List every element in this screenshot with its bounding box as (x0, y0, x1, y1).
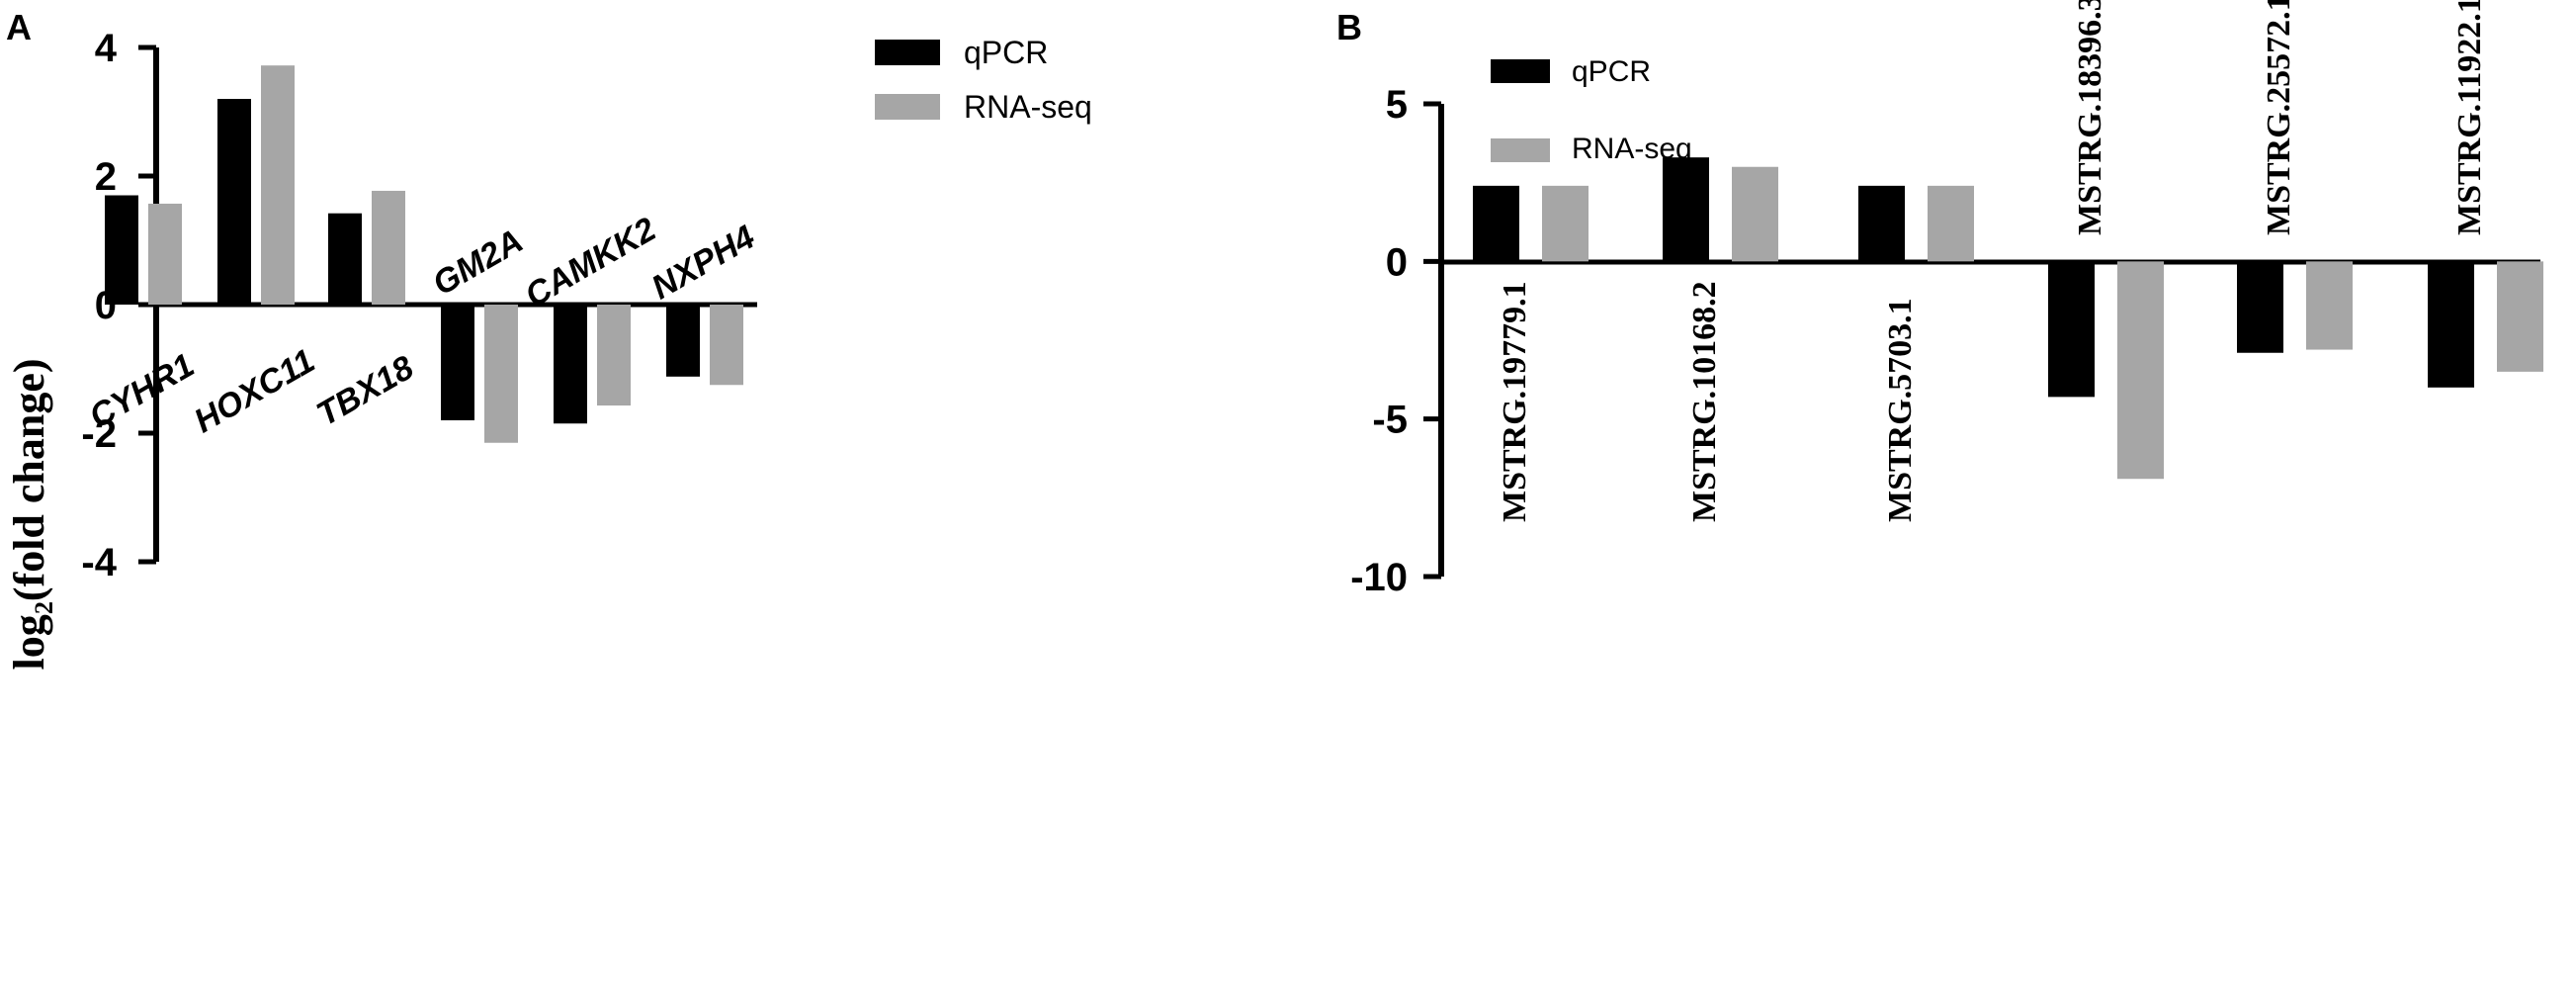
y-axis-label: log₂(fold change) (5, 358, 53, 670)
bar-rna-seq-nxph4 (710, 305, 743, 386)
legend: qPCR RNA-seq (1491, 55, 1692, 165)
y-tick-label: 2 (95, 155, 117, 199)
legend-label-qpcr: qPCR (1572, 55, 1651, 88)
legend-swatch-qpcr (875, 40, 940, 65)
legend: qPCR RNA-seq (875, 35, 1092, 125)
y-ticks: 5 0 -5 -10 (1350, 83, 1441, 599)
bar-rna-seq-mstrg-25572-1 (2306, 261, 2353, 350)
category-labels: MSTRG.19779.1 MSTRG.10168.2 MSTRG.5703.1 MS… (1497, 0, 2488, 522)
bar-qpcr-mstrg-18396-3 (2048, 261, 2095, 398)
legend-swatch-rnaseq (1491, 138, 1550, 162)
bar-rna-seq-cyhr1 (148, 203, 182, 305)
legend-label-rnaseq: RNA-seq (964, 89, 1092, 125)
bar-rna-seq-camkk2 (597, 305, 631, 406)
panel-label-b: B (1336, 7, 1362, 47)
bar-rna-seq-mstrg-5703-1 (1928, 185, 1974, 262)
bar-qpcr-cyhr1 (105, 195, 138, 305)
bar-qpcr-hoxc11 (217, 99, 251, 305)
legend-swatch-qpcr (1491, 59, 1550, 83)
y-tick-label: 5 (1386, 83, 1408, 127)
bars (1473, 157, 2543, 480)
y-ticks: 420-2-4 (81, 27, 156, 584)
category-label: MSTRG.25572.1 (2261, 0, 2297, 235)
bar-rna-seq-hoxc11 (261, 65, 295, 305)
legend-label-rnaseq: RNA-seq (1572, 133, 1692, 165)
y-tick-label: -4 (81, 541, 117, 584)
bar-rna-seq-mstrg-10168-2 (1732, 166, 1778, 262)
category-label: MSTRG.10168.2 (1686, 281, 1723, 522)
bar-rna-seq-gm2a (484, 305, 518, 443)
bar-qpcr-mstrg-5703-1 (1858, 185, 1905, 262)
bar-rna-seq-mstrg-19779-1 (1542, 185, 1589, 262)
category-label: MSTRG.18396.3 (2072, 0, 2108, 235)
y-tick-label: 0 (1386, 240, 1408, 284)
legend-swatch-rnaseq (875, 94, 940, 120)
bar-rna-seq-mstrg-11922-1 (2497, 261, 2543, 372)
legend-label-qpcr: qPCR (964, 35, 1048, 70)
bars (105, 65, 743, 443)
bar-qpcr-tbx18 (328, 213, 362, 305)
bar-qpcr-gm2a (441, 305, 474, 420)
bar-qpcr-mstrg-10168-2 (1663, 157, 1709, 262)
y-tick-label: -10 (1350, 556, 1408, 599)
y-tick-label: 4 (95, 27, 118, 70)
bar-rna-seq-mstrg-18396-3 (2117, 261, 2164, 480)
category-label: MSTRG.19779.1 (1497, 281, 1533, 522)
bar-qpcr-nxph4 (666, 305, 700, 377)
y-tick-label: -5 (1372, 399, 1408, 442)
panel-b: B 50-5-10 MSTRG.19779.1 MSTRG.10168.2 MSTR… (1336, 0, 2543, 599)
bar-qpcr-mstrg-25572-1 (2237, 261, 2283, 353)
category-label: MSTRG.5703.1 (1882, 298, 1919, 522)
panel-label-a: A (6, 7, 32, 47)
bar-rna-seq-tbx18 (372, 190, 405, 305)
y-tick-label: -2 (81, 412, 117, 456)
bar-qpcr-mstrg-19779-1 (1473, 185, 1519, 262)
bar-qpcr-camkk2 (554, 305, 587, 424)
bar-qpcr-mstrg-11922-1 (2428, 261, 2474, 388)
category-label: MSTRG.11922.1 (2451, 0, 2488, 235)
